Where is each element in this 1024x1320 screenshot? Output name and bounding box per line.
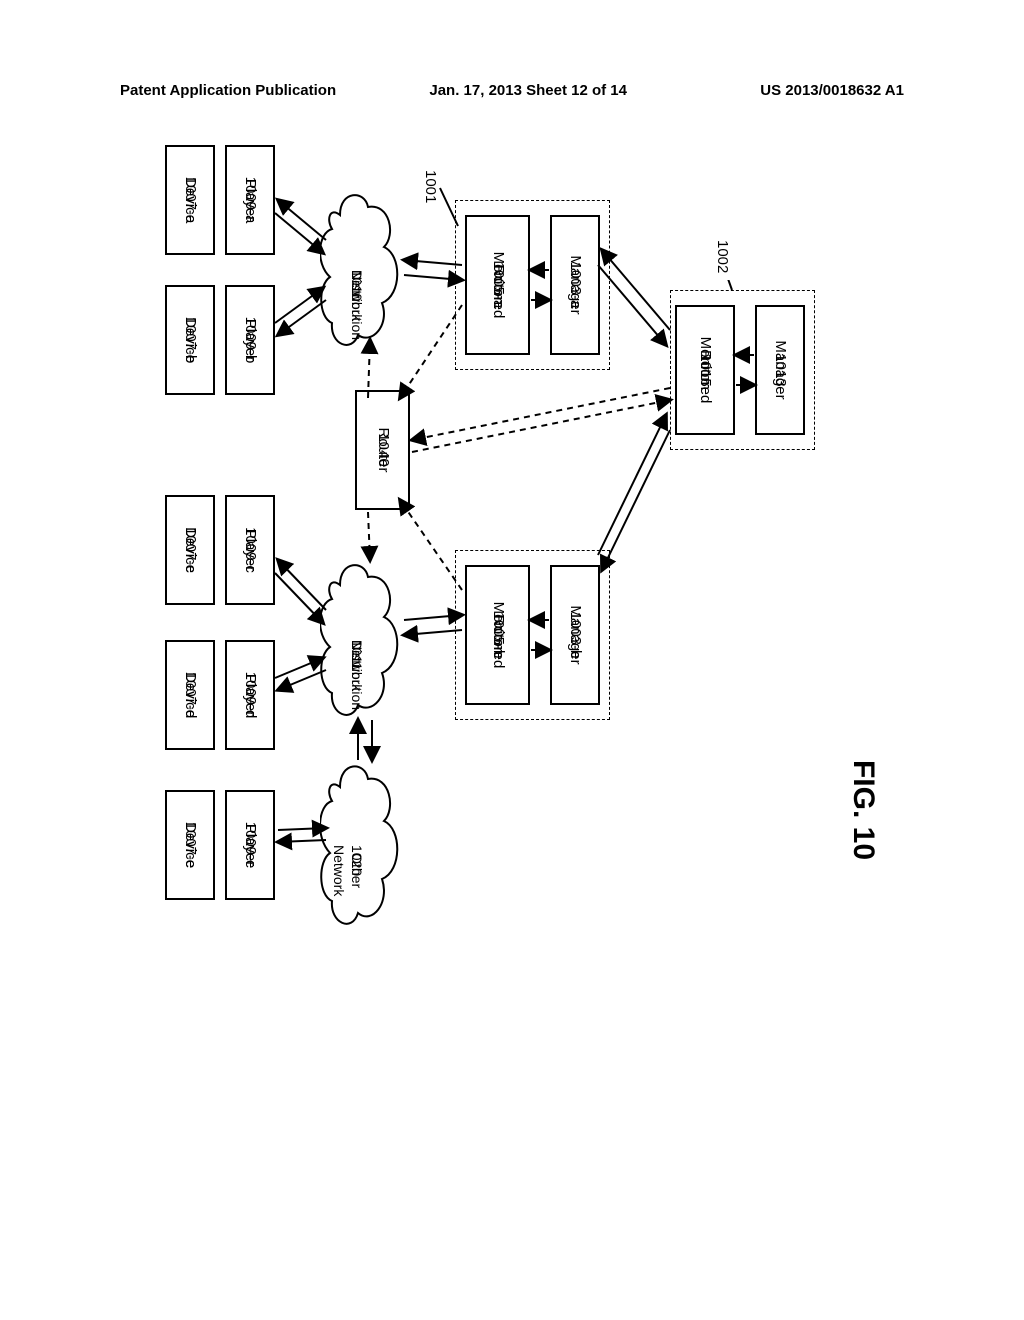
router-l2: 1040 <box>373 433 392 466</box>
deve-l2: 1007-e <box>181 822 200 869</box>
mgra-l2: 1003-a <box>566 262 585 309</box>
box-device-a: Device 1007-a <box>165 145 215 255</box>
header-left: Patent Application Publication <box>120 82 336 99</box>
ple-l2: 1009-e <box>241 822 260 869</box>
cloud-dist-1010: Distribution Network 1010 <box>320 185 410 355</box>
devd-l2: 1007-d <box>181 672 200 719</box>
cloud-other-1020: Other Network 1020 <box>320 755 410 935</box>
box-router: Router 1040 <box>355 390 410 510</box>
box-manager-1013: Manager 1013 <box>755 305 805 435</box>
box-player-b: Player 1009-b <box>225 285 275 395</box>
devb-l2: 1007-b <box>181 317 200 364</box>
box-manager-a: Manager 1003-a <box>550 215 600 355</box>
diagram-fig10: FIG. 10 1002 Manager 1013 Monitored Room… <box>140 280 840 960</box>
box-player-e: Player 1009-e <box>225 790 275 900</box>
header-center: Jan. 17, 2013 Sheet 12 of 14 <box>429 82 627 99</box>
room1015-l3: 1015 <box>696 353 715 386</box>
box-player-a: Player 1009-a <box>225 145 275 255</box>
ref-1002: 1002 <box>713 240 733 273</box>
box-player-d: Player 1009-d <box>225 640 275 750</box>
box-device-e: Device 1007-e <box>165 790 215 900</box>
plc-l2: 1009-c <box>241 527 260 573</box>
ref-1001: 1001 <box>421 170 441 203</box>
cloud-dist-1011: Distribution Network 1011 <box>320 555 410 725</box>
box-player-c: Player 1009-c <box>225 495 275 605</box>
c1011-l3: 1011 <box>348 640 366 670</box>
mgr1013-l2: 1013 <box>771 353 790 386</box>
page-header: Patent Application Publication Jan. 17, … <box>0 82 1024 99</box>
box-device-c: Device 1007-c <box>165 495 215 605</box>
mgrb-l2: 1003-b <box>566 612 585 659</box>
c1020-l2: 1020 <box>348 845 366 876</box>
header-right: US 2013/0018632 A1 <box>760 82 904 99</box>
box-manager-b: Manager 1003-b <box>550 565 600 705</box>
c1010-l3: 1010 <box>348 270 366 301</box>
pla-l2: 1009-a <box>241 177 260 224</box>
pld-l2: 1009-d <box>241 672 260 719</box>
box-room-1015: Monitored Room 1015 <box>675 305 735 435</box>
deva-l2: 1007-a <box>181 177 200 224</box>
box-room-a: Monitored Room 1005-a <box>465 215 530 355</box>
box-device-b: Device 1007-b <box>165 285 215 395</box>
devc-l2: 1007-c <box>181 527 200 573</box>
box-device-d: Device 1007-d <box>165 640 215 750</box>
plb-l2: 1009-b <box>241 317 260 364</box>
roomb-l3: 1005-b <box>488 612 507 659</box>
figure-title: FIG. 10 <box>846 710 880 910</box>
rooma-l3: 1005-a <box>488 262 507 309</box>
box-room-b: Monitored Room 1005-b <box>465 565 530 705</box>
